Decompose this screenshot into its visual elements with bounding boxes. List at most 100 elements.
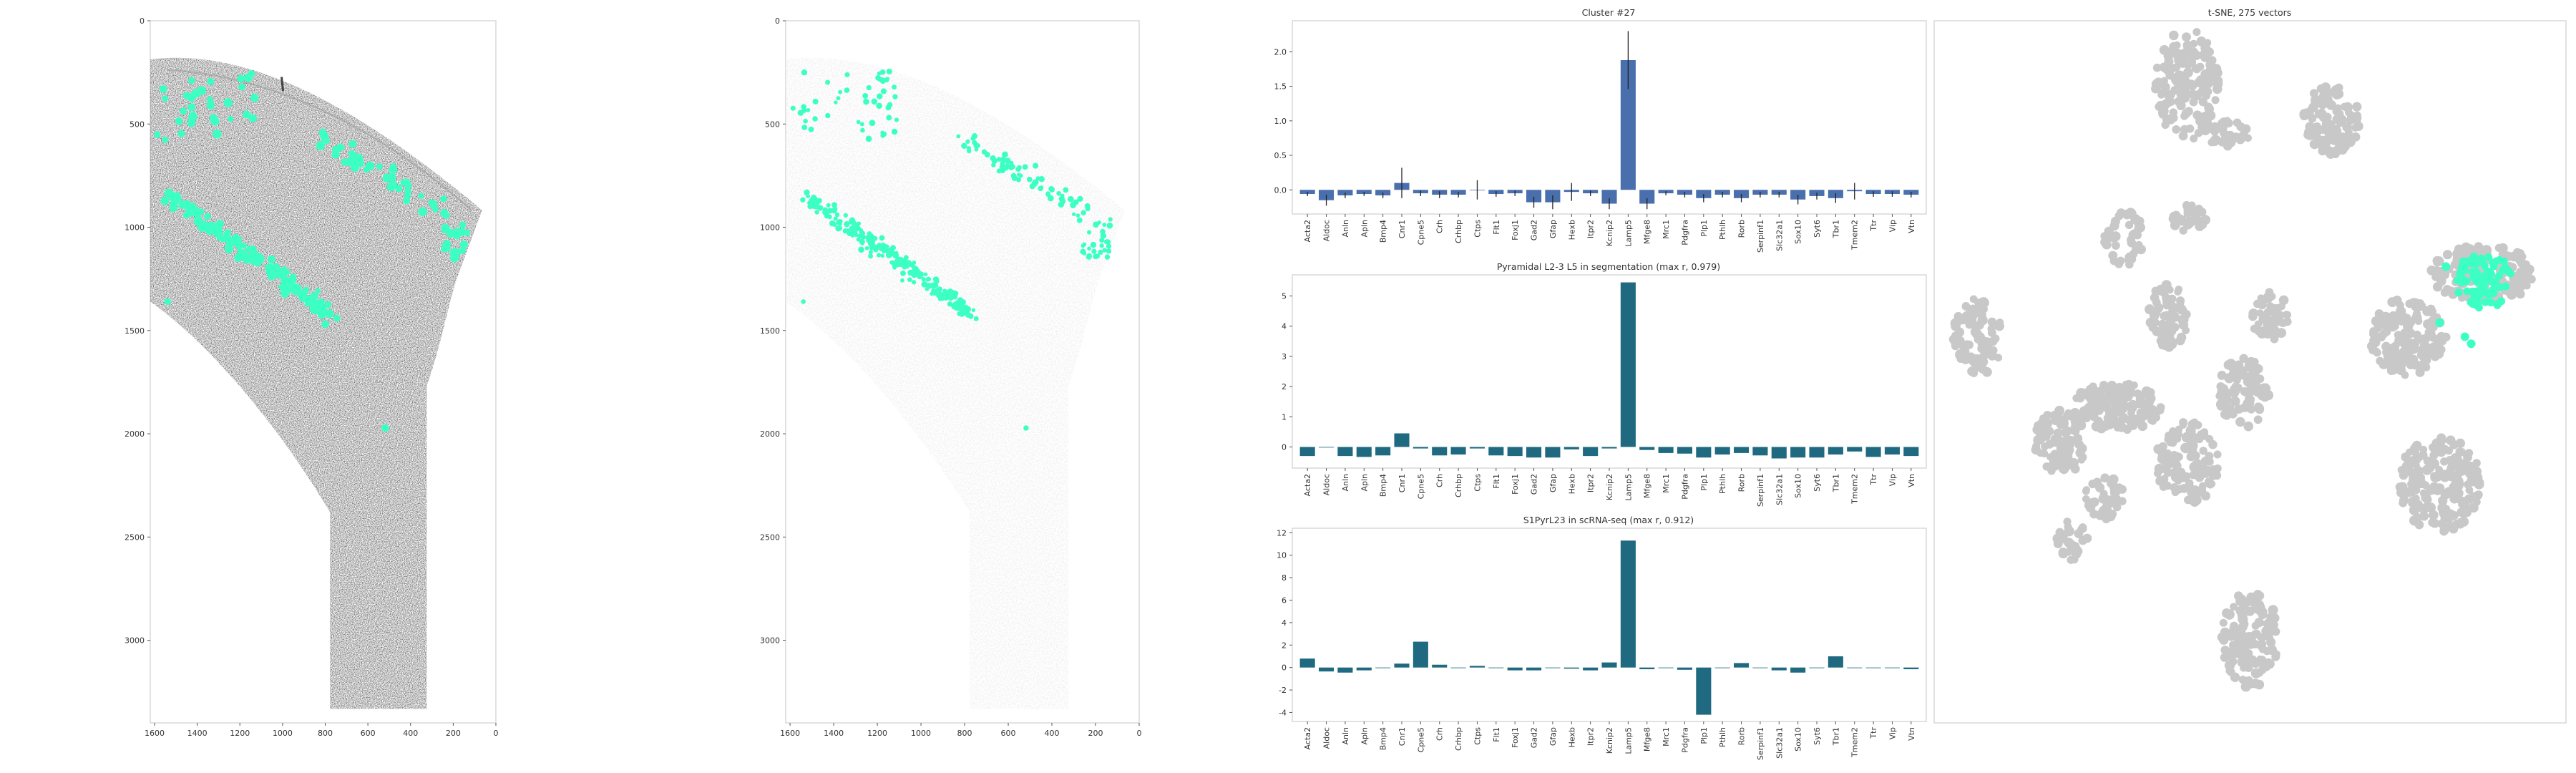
tsne-point <box>2240 663 2248 672</box>
tsne-point <box>2226 667 2235 676</box>
tsne-highlight-point <box>2460 332 2469 341</box>
tsne-point <box>1987 324 1996 334</box>
highlight-cell <box>801 125 808 130</box>
highlight-cell <box>879 235 885 241</box>
tsne-point <box>2246 592 2256 603</box>
highlight-cell <box>966 146 971 151</box>
tsne-point <box>2411 454 2421 465</box>
highlight-cell <box>352 162 360 170</box>
highlight-cell <box>348 150 356 157</box>
tsne-point <box>2146 394 2156 404</box>
y-tick-label: 10 <box>1277 551 1287 560</box>
tsne-point <box>2305 122 2316 132</box>
tsne-point <box>2175 425 2183 433</box>
highlight-cell <box>801 299 806 304</box>
tsne-point <box>2314 110 2323 119</box>
tsne-point <box>2265 634 2274 643</box>
tsne-point <box>2331 146 2342 156</box>
tsne-point <box>2429 450 2439 460</box>
highlight-cell <box>867 231 872 236</box>
highlight-cell <box>162 95 169 102</box>
tsne-point <box>2406 448 2414 457</box>
segmentation-profile-title: Pyramidal L2-3 L5 in segmentation (max r… <box>1497 261 1720 272</box>
y-tick-label: 0.0 <box>1274 185 1287 195</box>
tsne-point <box>2224 660 2235 671</box>
highlight-cell <box>875 75 881 81</box>
bar-lamp5 <box>1620 282 1636 447</box>
tsne-point <box>2114 259 2124 268</box>
tsne-point <box>2062 412 2072 421</box>
x-tick-label: Tbr1 <box>1831 727 1840 746</box>
tsne-highlight-point <box>2504 267 2513 276</box>
highlight-cell <box>958 311 965 317</box>
x-tick-label: Acta2 <box>1303 727 1312 749</box>
x-tick-label: Crhbp <box>1454 727 1463 751</box>
y-tick-label: 1500 <box>125 326 145 336</box>
x-tick-label: Gad2 <box>1530 727 1539 748</box>
highlight-cell <box>971 133 978 140</box>
tsne-point <box>2099 490 2108 498</box>
tsne-highlight-point <box>2469 295 2478 303</box>
bar-hexb <box>1563 447 1579 449</box>
x-tick-label: Gad2 <box>1530 220 1539 240</box>
bar-pdgfra <box>1677 447 1692 454</box>
highlight-cell <box>826 208 833 214</box>
highlight-cell <box>193 218 202 226</box>
bar-foxj1 <box>1507 447 1523 457</box>
tsne-highlight-point <box>2492 277 2500 286</box>
tsne-point <box>2036 429 2045 439</box>
tsne-point <box>2428 510 2439 520</box>
tsne-point <box>2258 644 2268 653</box>
tsne-point <box>1968 366 1976 374</box>
highlight-cell <box>1091 248 1097 254</box>
tsne-point <box>2494 243 2503 252</box>
tsne-point <box>2400 340 2409 349</box>
tsne-point <box>2186 435 2195 444</box>
tsne-point <box>2311 94 2321 105</box>
bar-ttr <box>1865 447 1881 457</box>
tsne-point <box>2243 421 2253 432</box>
tsne-point <box>2254 320 2263 329</box>
tsne-point <box>2407 484 2417 495</box>
tsne-point <box>2246 655 2255 663</box>
highlight-cell <box>892 84 897 90</box>
highlight-cell <box>881 242 885 247</box>
tsne-point <box>2455 447 2464 456</box>
tsne-point <box>2190 210 2201 220</box>
highlight-cell <box>1031 180 1038 188</box>
tsne-highlight-point <box>2477 287 2485 296</box>
highlight-cell <box>921 277 926 282</box>
tsne-point <box>2165 90 2175 99</box>
x-tick-label: 600 <box>361 729 376 738</box>
tsne-point <box>1955 349 1965 360</box>
tsne-point <box>2509 281 2520 291</box>
tsne-point <box>2078 535 2088 545</box>
bar-plp1 <box>1696 447 1712 458</box>
bar-bmp4 <box>1375 667 1391 669</box>
highlight-cell <box>280 282 289 291</box>
tsne-point <box>2200 52 2210 62</box>
bar-mrc1 <box>1658 667 1674 669</box>
tsne-point <box>2154 463 2165 474</box>
tsne-highlight-point <box>2489 262 2498 271</box>
tsne-point <box>2232 365 2240 373</box>
x-tick-label: 1400 <box>187 729 208 738</box>
tsne-point <box>2257 300 2267 310</box>
highlight-cell <box>923 272 928 277</box>
highlight-cell <box>1026 176 1033 183</box>
x-tick-label: Flt1 <box>1492 727 1501 742</box>
highlight-cell <box>381 424 389 432</box>
tsne-point <box>2427 460 2436 469</box>
tsne-point <box>2455 438 2466 449</box>
bar-flt1 <box>1488 667 1504 669</box>
highlight-cell <box>1023 425 1029 431</box>
tsne-point <box>2180 307 2188 315</box>
tsne-point <box>2263 320 2271 329</box>
highlight-cell <box>453 228 462 236</box>
y-tick-label: 12 <box>1277 528 1287 538</box>
tsne-point <box>2190 418 2199 427</box>
tsne-highlight-point <box>2489 286 2497 294</box>
tsne-point <box>2458 497 2468 507</box>
tsne-point <box>2240 386 2250 397</box>
tsne-point <box>2182 40 2193 51</box>
